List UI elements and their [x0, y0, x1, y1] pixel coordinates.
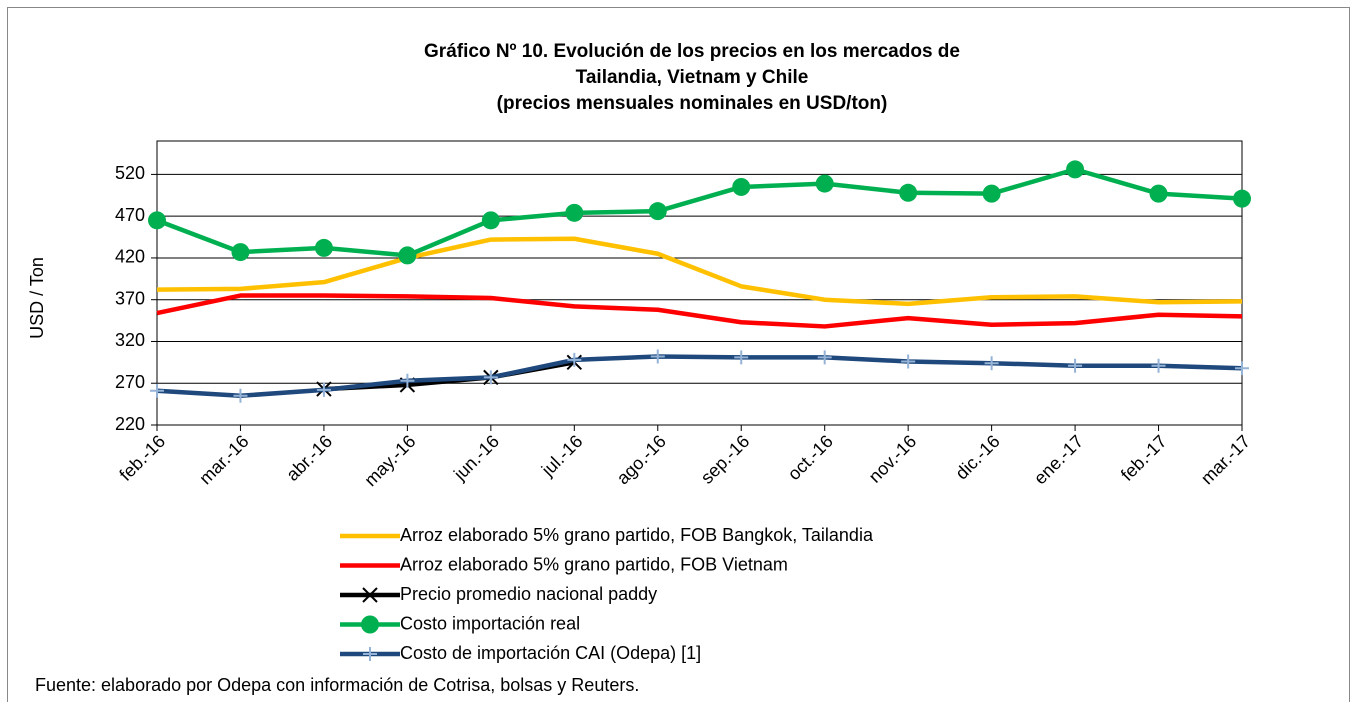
- chart-title: Tailandia, Vietnam y Chile: [576, 67, 809, 88]
- x-tick-label: mar.-16: [195, 431, 252, 488]
- x-tick-label: ago.-16: [613, 431, 670, 488]
- point: [314, 238, 333, 257]
- point: [483, 370, 498, 385]
- point: [1233, 189, 1251, 208]
- y-tick-label: 370: [115, 288, 145, 308]
- series-line: [156, 236, 1243, 307]
- point: [648, 202, 667, 221]
- point: [481, 211, 500, 230]
- x-tick-label: mar.-17: [1197, 431, 1254, 488]
- y-tick-label: 220: [115, 414, 145, 434]
- series-line: [156, 354, 1243, 399]
- point: [1151, 358, 1166, 373]
- point: [734, 350, 749, 365]
- plot-area: [156, 140, 1243, 426]
- point: [1235, 361, 1249, 376]
- x-tick-label: feb.-17: [1117, 431, 1171, 485]
- series-line: [156, 293, 1243, 329]
- point: [982, 184, 1001, 203]
- point: [400, 373, 415, 388]
- x-tick-label: ene.-17: [1030, 431, 1087, 488]
- point: [148, 211, 166, 230]
- y-tick-label: 420: [115, 247, 145, 267]
- point: [565, 203, 584, 222]
- y-axis-label: USD / Ton: [27, 257, 47, 339]
- legend-label: Arroz elaborado 5% grano partido, FOB Vi…: [400, 554, 788, 574]
- point: [231, 243, 250, 262]
- x-tick-label: jun.-16: [449, 431, 503, 485]
- source-note: Fuente: elaborado por Odepa con informac…: [35, 675, 639, 695]
- series-line: [156, 167, 1243, 258]
- point: [233, 388, 248, 403]
- point: [899, 183, 918, 202]
- y-tick-label: 520: [115, 163, 145, 183]
- point: [650, 349, 665, 364]
- legend-label: Costo de importación CAI (Odepa) [1]: [400, 643, 701, 663]
- x-tick-label: jul.-16: [537, 431, 587, 481]
- point: [1066, 160, 1085, 179]
- point: [984, 356, 999, 371]
- point: [361, 615, 379, 634]
- y-tick-label: 270: [115, 372, 145, 392]
- chart-title: (precios mensuales nominales en USD/ton): [497, 93, 888, 114]
- y-tick-label: 470: [115, 205, 145, 225]
- x-tick-label: abr.-16: [282, 431, 336, 485]
- point: [567, 352, 582, 367]
- point: [815, 174, 834, 193]
- point: [1149, 184, 1168, 203]
- x-tick-label: dic.-16: [951, 431, 1003, 483]
- point: [316, 382, 331, 397]
- legend-label: Arroz elaborado 5% grano partido, FOB Ba…: [400, 525, 874, 545]
- point: [901, 354, 916, 369]
- x-tick-label: nov.-16: [865, 431, 921, 487]
- point: [732, 177, 751, 196]
- x-tick-label: oct.-16: [784, 431, 837, 484]
- legend-label: Costo importación real: [400, 613, 580, 633]
- point: [362, 587, 378, 603]
- chart-title: Gráfico Nº 10. Evolución de los precios …: [424, 41, 960, 62]
- y-tick-label: 320: [115, 330, 145, 350]
- point: [1068, 358, 1083, 373]
- frame: [7, 7, 1350, 702]
- x-tick-label: may.-16: [360, 431, 419, 490]
- point: [150, 383, 164, 398]
- point: [817, 350, 832, 365]
- x-tick-label: sep.-16: [697, 431, 754, 488]
- point: [398, 246, 417, 265]
- point: [363, 647, 377, 661]
- x-tick-label: feb.-16: [115, 431, 169, 485]
- legend-label: Precio promedio nacional paddy: [400, 584, 657, 604]
